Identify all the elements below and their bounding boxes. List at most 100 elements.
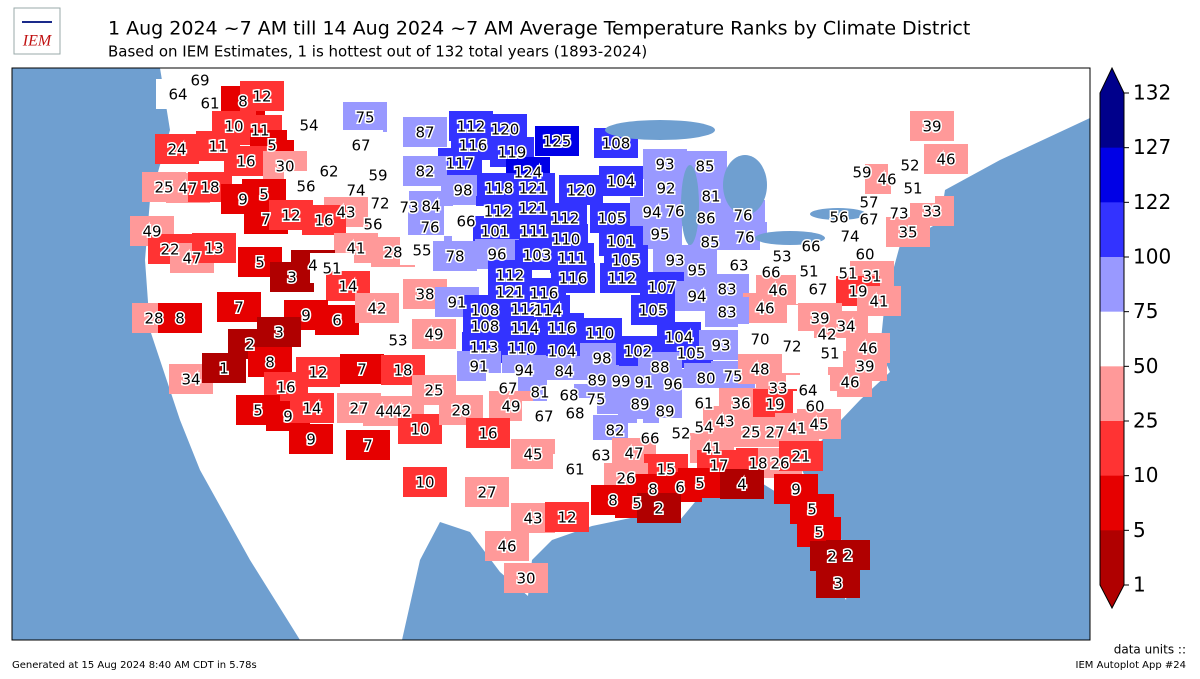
district-cell: [192, 233, 236, 263]
district-rank: 61: [694, 395, 713, 413]
district-rank: 33: [922, 203, 941, 221]
district-cell: [240, 81, 284, 111]
district-cell: [403, 467, 447, 497]
district-rank: 46: [877, 171, 896, 189]
district-rank: 96: [487, 246, 506, 264]
district-rank: 116: [559, 270, 588, 288]
lakes: [605, 120, 866, 245]
district-rank: 47: [178, 180, 197, 198]
district-rank: 108: [602, 135, 631, 153]
district-rank: 124: [514, 164, 543, 182]
district-rank: 9: [283, 408, 293, 426]
district-cell: [816, 568, 860, 598]
district-rank: 67: [498, 380, 517, 398]
district-cell: [302, 205, 346, 235]
district-rank: 49: [142, 223, 161, 241]
district-rank: 108: [471, 302, 500, 320]
district-rank: 93: [711, 337, 730, 355]
district-rank: 67: [534, 408, 553, 426]
district-rank: 52: [671, 425, 690, 443]
district-rank: 8: [608, 492, 618, 510]
district-cell: [398, 414, 442, 444]
district-rank: 47: [624, 445, 643, 463]
district-rank: 63: [591, 447, 610, 465]
district-cell: [433, 241, 477, 271]
district-rank: 87: [415, 124, 434, 142]
district-rank: 54: [694, 419, 713, 437]
district-rank: 39: [855, 358, 874, 376]
district-rank: 75: [586, 391, 605, 409]
district-rank: 120: [567, 182, 596, 200]
district-rank: 121: [519, 180, 548, 198]
district-rank: 62: [319, 163, 338, 181]
district-rank: 12: [252, 88, 271, 106]
district-rank: 5: [695, 475, 705, 493]
district-rank: 6: [332, 312, 342, 330]
district-rank: 56: [363, 216, 382, 234]
district-rank: 21: [791, 448, 810, 466]
district-rank: 68: [565, 405, 584, 423]
district-rank: 96: [663, 376, 682, 394]
district-cell: [826, 540, 870, 570]
district-rank: 13: [204, 240, 223, 258]
district-cell: [705, 297, 749, 327]
colorbar-tick-label: 25: [1133, 409, 1158, 433]
district-rank: 111: [520, 223, 549, 241]
lake: [605, 120, 715, 140]
district-rank: 48: [750, 361, 769, 379]
district-rank: 30: [516, 570, 535, 588]
district-rank: 26: [770, 455, 789, 473]
district-cell: [224, 146, 268, 176]
district-rank: 57: [859, 194, 878, 212]
district-rank: 6: [675, 479, 685, 497]
district-rank: 70: [750, 331, 769, 349]
district-rank: 82: [605, 422, 624, 440]
district-rank: 4: [737, 476, 747, 494]
district-rank: 24: [167, 141, 186, 159]
district-rank: 91: [447, 294, 466, 312]
district-cell: [217, 292, 261, 322]
district-rank: 8: [238, 93, 248, 111]
district-rank: 19: [848, 283, 867, 301]
district-cell: [465, 477, 509, 507]
district-cell: [290, 393, 334, 423]
district-rank: 31: [862, 268, 881, 286]
district-rank: 101: [481, 223, 510, 241]
colorbar-tick-label: 50: [1133, 354, 1158, 378]
district-rank: 64: [168, 86, 187, 104]
district-rank: 89: [587, 372, 606, 390]
district-rank: 46: [497, 538, 516, 556]
district-cell: [559, 175, 603, 205]
district-rank: 5: [259, 186, 269, 204]
district-rank: 42: [367, 300, 386, 318]
district-rank: 28: [451, 402, 470, 420]
district-rank: 59: [852, 164, 871, 182]
district-cell: [257, 317, 301, 347]
district-rank: 66: [640, 430, 659, 448]
district-rank: 5: [807, 501, 817, 519]
district-rank: 51: [838, 265, 857, 283]
district-rank: 86: [696, 210, 715, 228]
district-rank: 67: [859, 211, 878, 229]
district-rank: 38: [415, 286, 434, 304]
district-cell: [756, 275, 800, 305]
colorbar-tick-label: 10: [1133, 463, 1158, 487]
district-cell: [355, 293, 399, 323]
district-rank: 45: [809, 416, 828, 434]
district-cell: [544, 224, 588, 254]
district-rank: 85: [695, 158, 714, 176]
district-rank: 52: [900, 157, 919, 175]
district-rank: 105: [612, 252, 641, 270]
district-rank: 56: [829, 209, 848, 227]
district-rank: 49: [501, 398, 520, 416]
district-cell: [699, 330, 743, 360]
district-rank: 81: [530, 384, 549, 402]
district-rank: 66: [456, 213, 475, 231]
district-rank: 10: [415, 474, 434, 492]
district-rank: 84: [421, 198, 440, 216]
district-rank: 19: [765, 396, 784, 414]
district-rank: 116: [530, 285, 559, 303]
district-cell: [289, 424, 333, 454]
district-rank: 104: [548, 343, 577, 361]
